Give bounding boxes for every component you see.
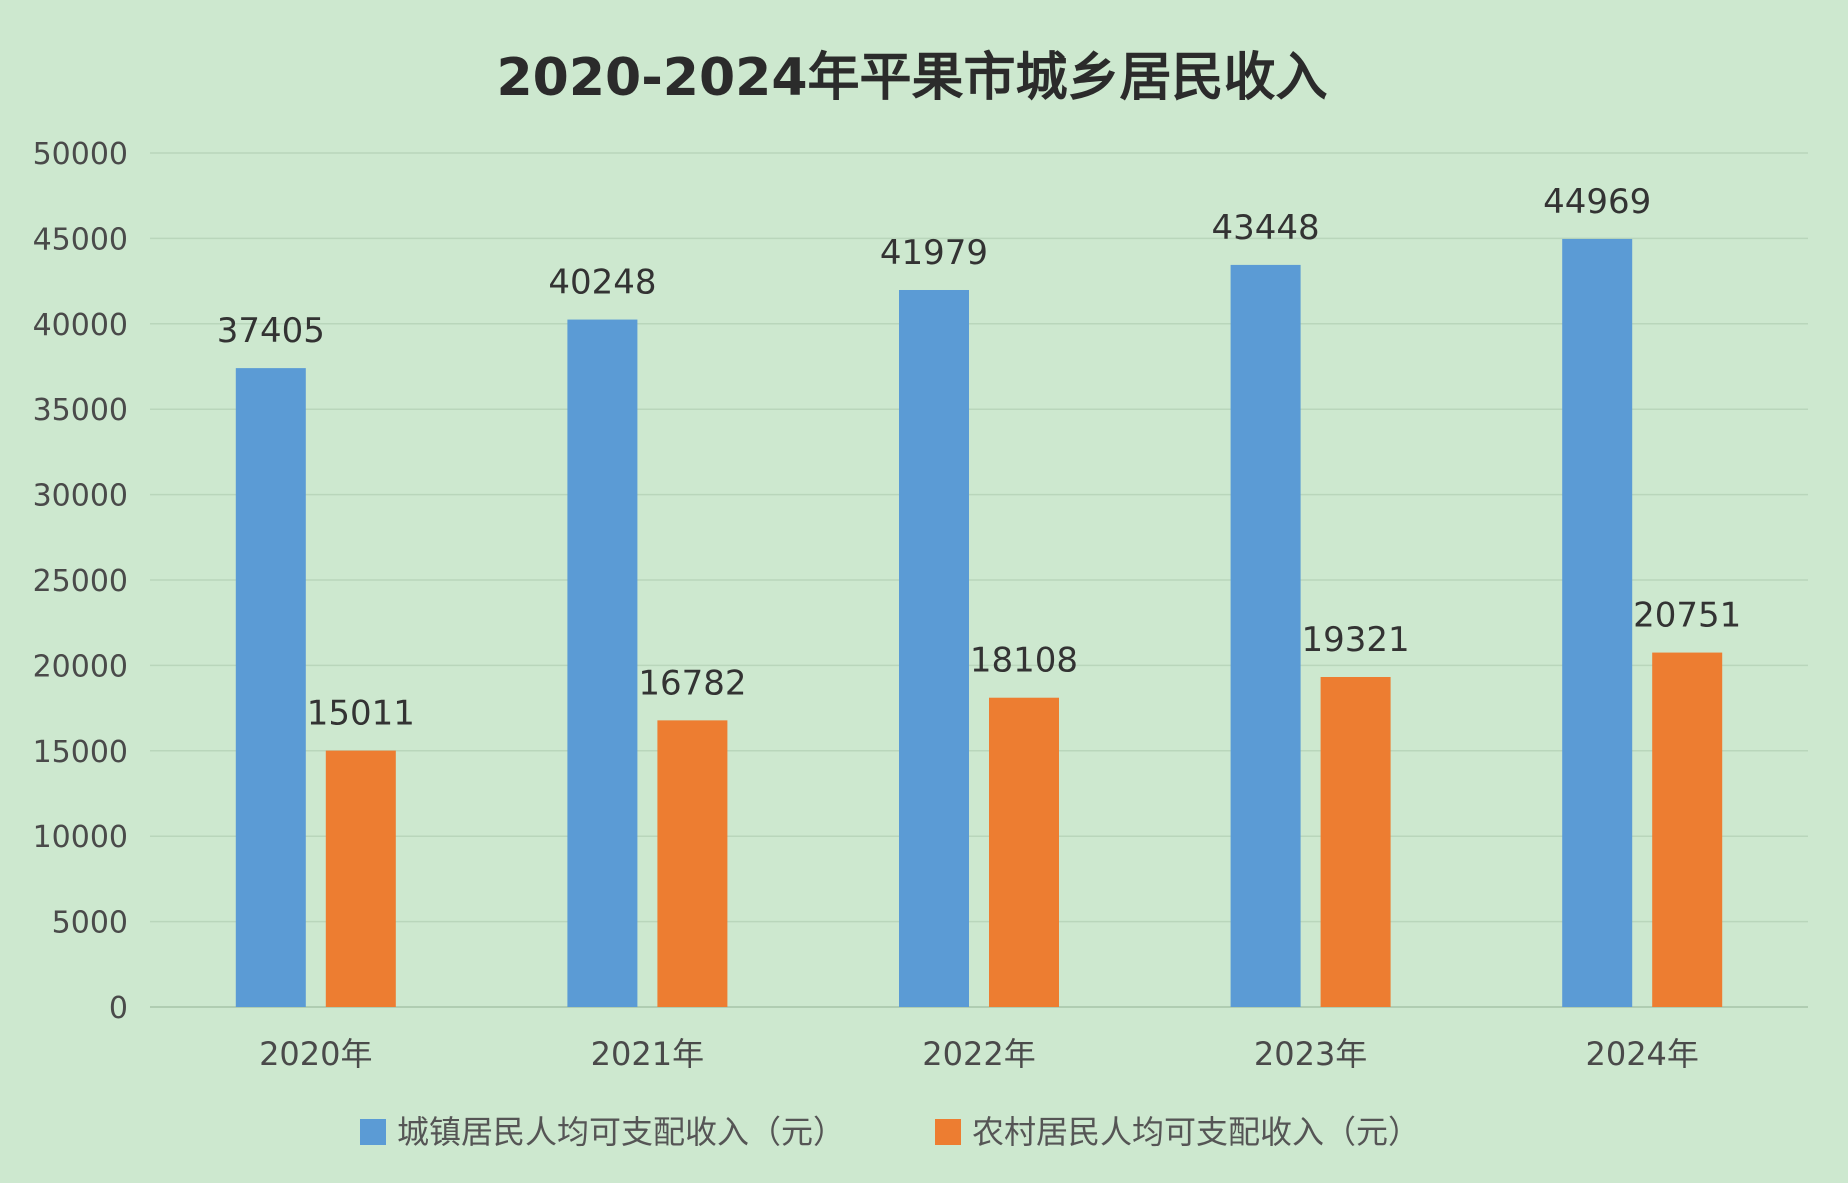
- x-category-label: 2022年: [922, 1035, 1035, 1073]
- y-tick-label: 25000: [33, 564, 128, 599]
- legend-label: 农村居民人均可支配收入（元）: [972, 1113, 1420, 1151]
- gridlines: [150, 152, 1808, 1008]
- y-tick-label: 30000: [33, 479, 128, 514]
- data-label: 15011: [307, 694, 415, 734]
- x-axis-categories: 2020年 2021年 2022年 2023年 2024年: [259, 1035, 1699, 1073]
- chart-title: 2020-2024年平果市城乡居民收入: [496, 48, 1327, 108]
- data-label: 19321: [1302, 620, 1410, 660]
- bar-urban: [899, 289, 969, 1008]
- legend: 城镇居民人均可支配收入（元） 农村居民人均可支配收入（元）: [360, 1113, 1420, 1151]
- bar-urban: [1230, 264, 1301, 1007]
- bars: [235, 238, 1723, 1008]
- x-category-label: 2024年: [1585, 1035, 1698, 1073]
- data-label: 41979: [880, 233, 988, 273]
- bar-rural: [657, 720, 728, 1007]
- y-tick-label: 15000: [33, 735, 128, 770]
- data-label: 20751: [1633, 596, 1741, 636]
- legend-swatch: [360, 1119, 386, 1145]
- x-category-label: 2021年: [591, 1035, 704, 1073]
- y-tick-label: 40000: [33, 308, 128, 343]
- y-tick-label: 35000: [33, 393, 128, 428]
- bar-rural: [1320, 676, 1391, 1007]
- bar-rural: [1652, 652, 1723, 1007]
- y-axis-ticks: 0 5000 10000 15000 20000 25000 30000 35000 40000…: [33, 137, 128, 1026]
- y-tick-label: 45000: [33, 222, 128, 257]
- legend-swatch: [935, 1119, 961, 1145]
- x-category-label: 2023年: [1254, 1035, 1367, 1073]
- data-label: 18108: [970, 641, 1078, 681]
- data-label: 43448: [1212, 208, 1320, 248]
- legend-label: 城镇居民人均可支配收入（元）: [397, 1113, 845, 1151]
- y-tick-label: 20000: [33, 649, 128, 684]
- data-labels: 37405 15011 40248 16782 41979 18108 43448 19321…: [217, 182, 1742, 734]
- y-tick-label: 5000: [52, 906, 128, 941]
- y-tick-label: 10000: [33, 820, 128, 855]
- y-tick-label: 0: [109, 991, 128, 1026]
- data-label: 44969: [1543, 182, 1651, 222]
- x-category-label: 2020年: [259, 1035, 372, 1073]
- data-label: 37405: [217, 311, 325, 351]
- data-label: 40248: [548, 263, 656, 303]
- y-tick-label: 50000: [33, 137, 128, 172]
- bar-urban: [567, 319, 638, 1007]
- data-label: 16782: [638, 663, 746, 703]
- bar-urban: [1562, 238, 1633, 1008]
- bar-urban: [235, 368, 306, 1008]
- bar-rural: [989, 697, 1059, 1007]
- bar-rural: [325, 750, 396, 1007]
